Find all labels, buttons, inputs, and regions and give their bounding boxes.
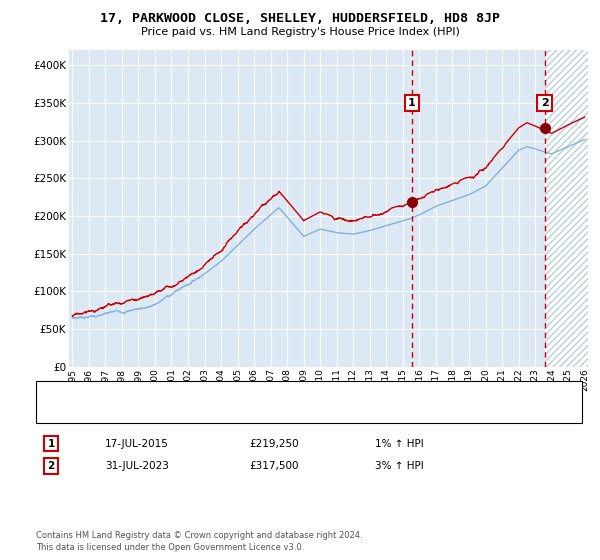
Text: Price paid vs. HM Land Registry's House Price Index (HPI): Price paid vs. HM Land Registry's House … [140, 27, 460, 37]
Bar [545, 50, 600, 367]
Text: 2: 2 [541, 98, 548, 108]
Text: £219,250: £219,250 [249, 438, 299, 449]
Text: 17, PARKWOOD CLOSE, SHELLEY, HUDDERSFIELD, HD8 8JP: 17, PARKWOOD CLOSE, SHELLEY, HUDDERSFIEL… [100, 12, 500, 25]
Text: HPI: Average price, detached house, Kirklees: HPI: Average price, detached house, Kirk… [93, 406, 313, 416]
Text: 17-JUL-2015: 17-JUL-2015 [105, 438, 169, 449]
Text: 17, PARKWOOD CLOSE, SHELLEY, HUDDERSFIELD, HD8 8JP (detached house): 17, PARKWOOD CLOSE, SHELLEY, HUDDERSFIEL… [93, 389, 470, 398]
Text: 1: 1 [408, 98, 416, 108]
Bar [545, 50, 600, 367]
Text: Contains HM Land Registry data © Crown copyright and database right 2024.: Contains HM Land Registry data © Crown c… [36, 531, 362, 540]
Text: 31-JUL-2023: 31-JUL-2023 [105, 461, 169, 471]
Text: 1: 1 [47, 438, 55, 449]
Text: 3% ↑ HPI: 3% ↑ HPI [375, 461, 424, 471]
Text: £317,500: £317,500 [249, 461, 299, 471]
Text: 1% ↑ HPI: 1% ↑ HPI [375, 438, 424, 449]
Text: 2: 2 [47, 461, 55, 471]
Text: This data is licensed under the Open Government Licence v3.0.: This data is licensed under the Open Gov… [36, 543, 304, 552]
